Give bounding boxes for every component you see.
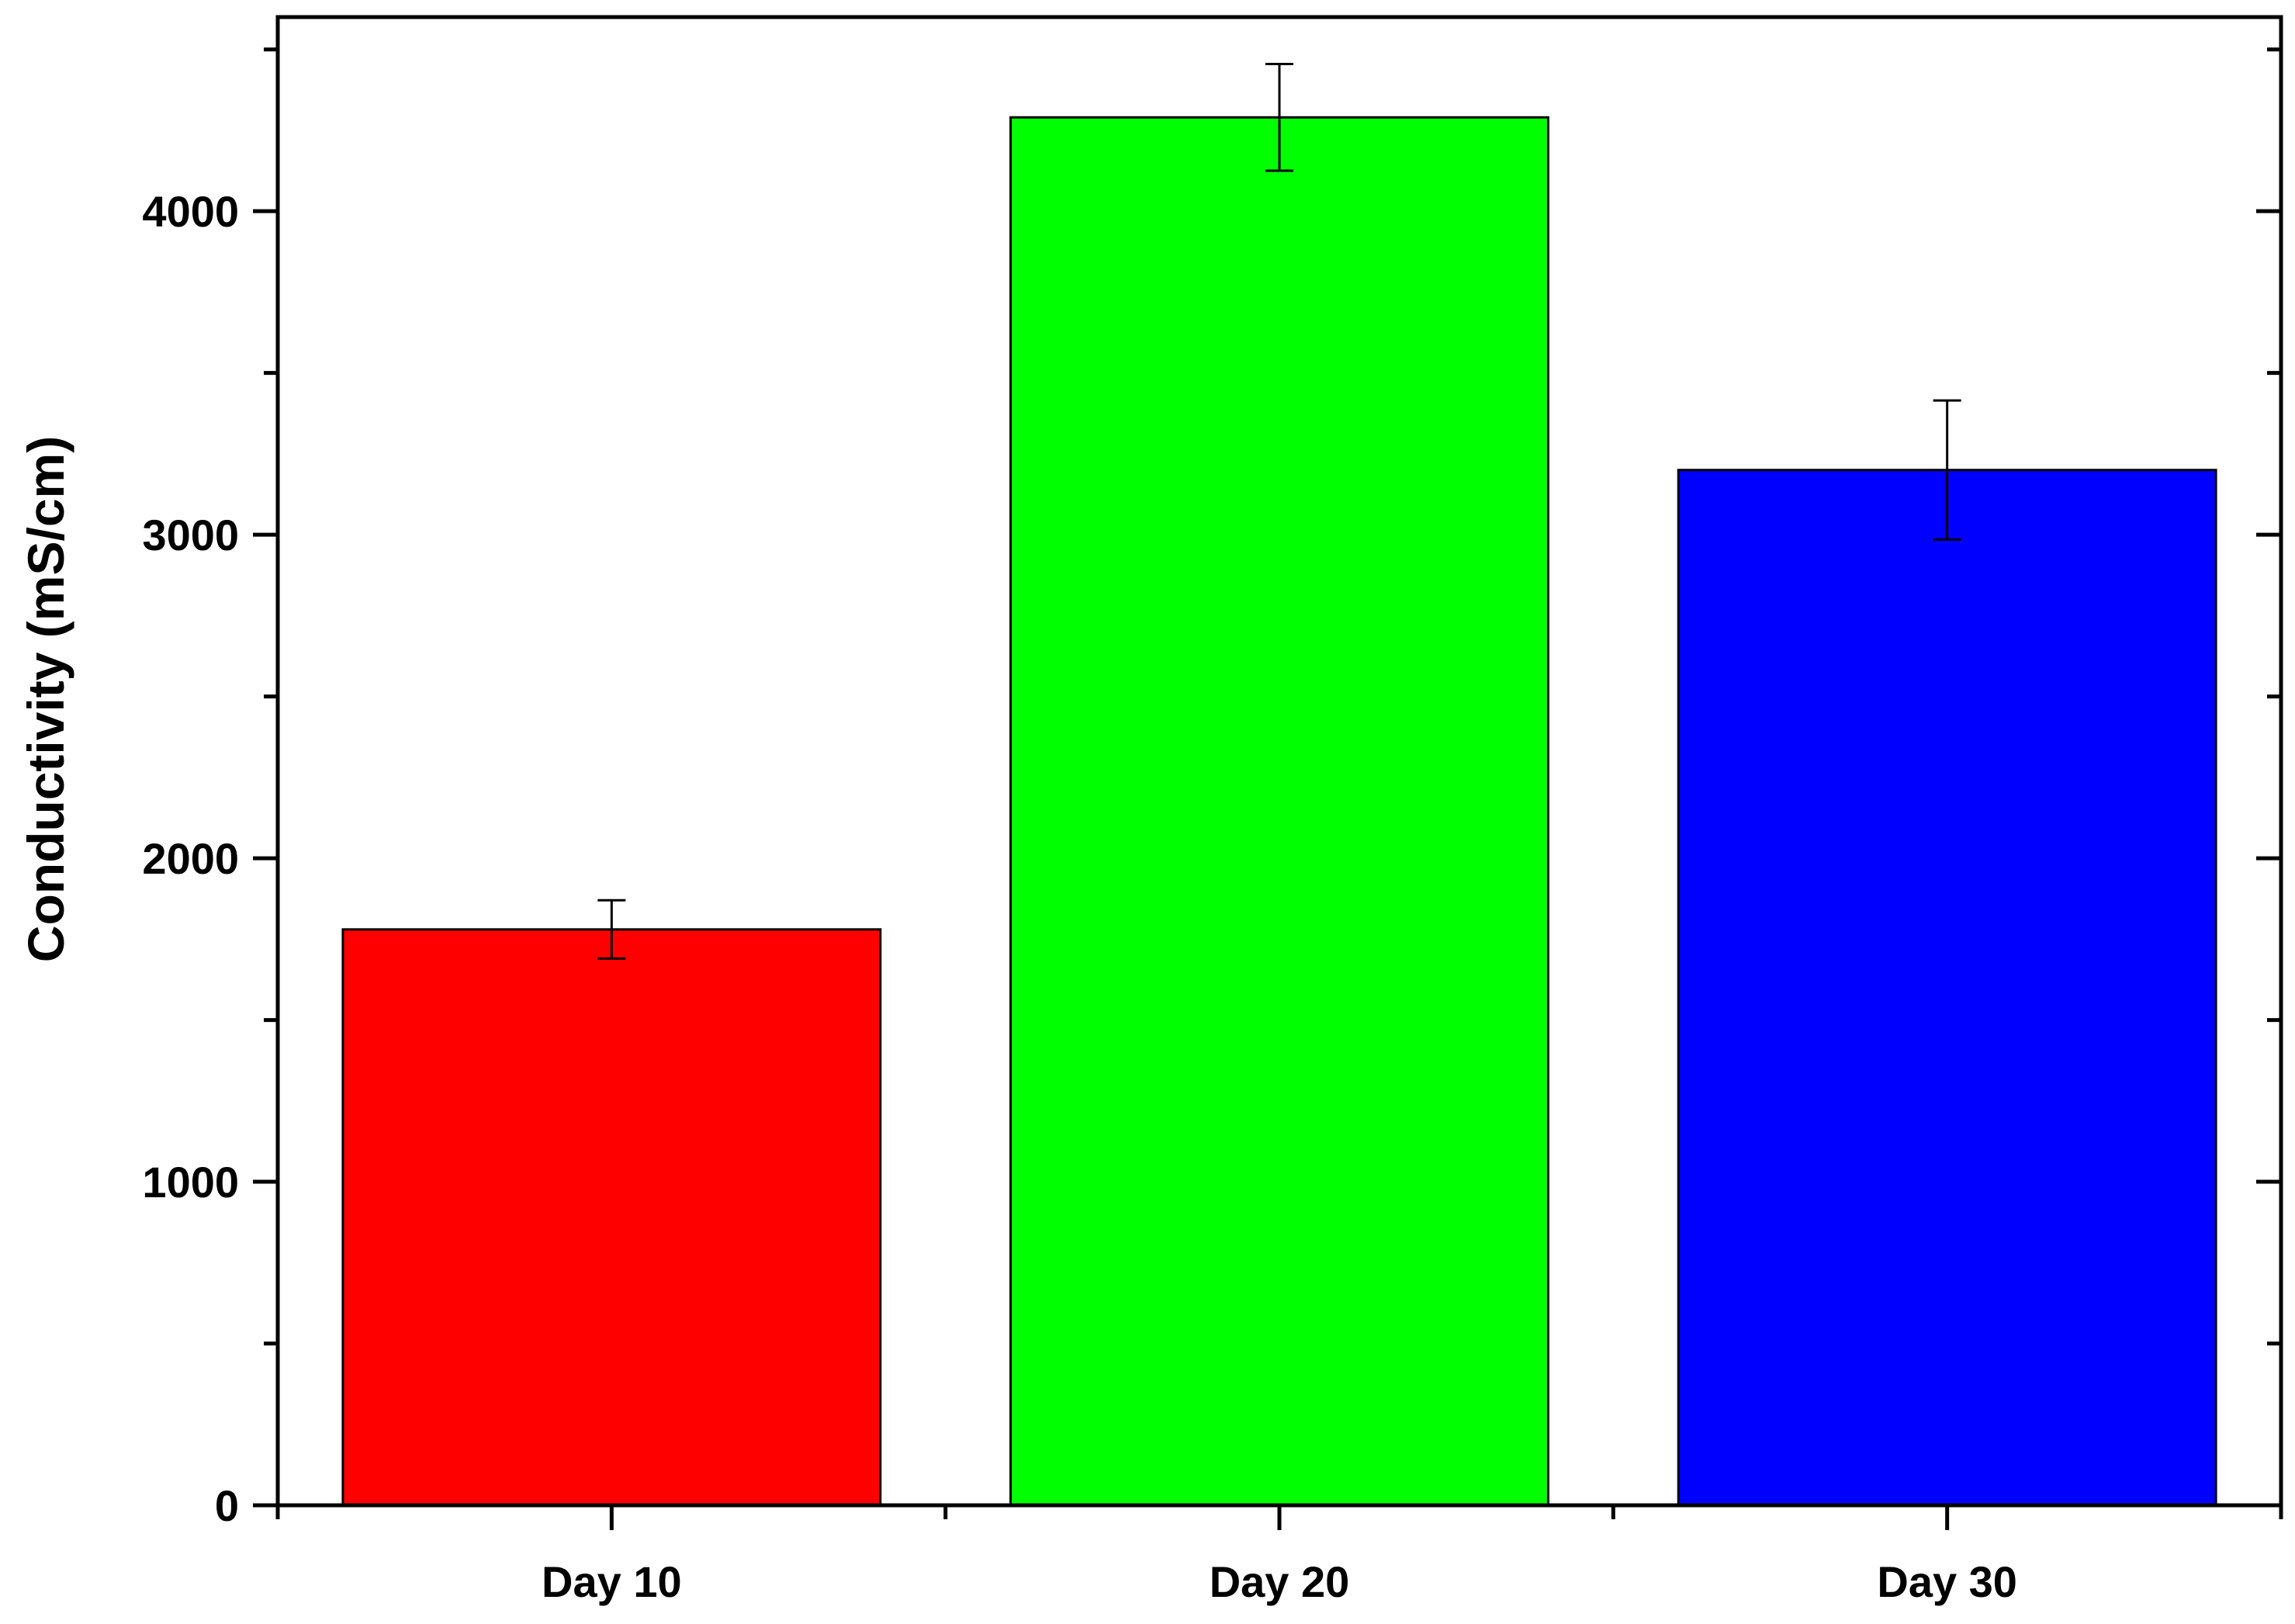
y-axis-title: Conductivity (mS/cm): [17, 436, 74, 962]
x-tick-label: Day 30: [1877, 1557, 2017, 1606]
y-tick-label: 3000: [142, 511, 239, 559]
bar-day-10: [341, 928, 882, 1507]
x-tick-label: Day 10: [542, 1557, 682, 1606]
y-axis-ticks: 0 1000 2000 3000 4000: [142, 47, 2281, 1530]
x-tick-label: Day 20: [1210, 1557, 1350, 1606]
bars-layer: [341, 116, 2217, 1507]
y-tick-label: 2000: [142, 834, 239, 883]
bar-day-20: [1009, 116, 1549, 1507]
y-tick-label: 1000: [142, 1158, 239, 1207]
bar-day-30: [1677, 469, 2217, 1507]
y-tick-label: 0: [215, 1481, 239, 1530]
y-tick-label: 4000: [142, 187, 239, 236]
error-bars-layer: [597, 62, 1961, 960]
x-axis-ticks: Day 10 Day 20 Day 30: [275, 1505, 2283, 1606]
